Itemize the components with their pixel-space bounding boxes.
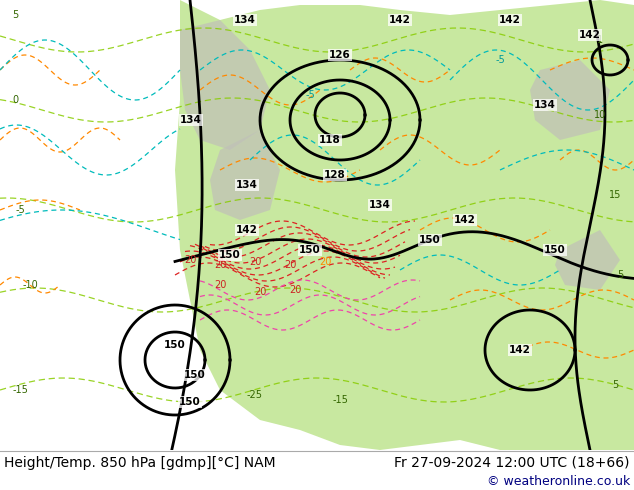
Text: 150: 150 bbox=[184, 370, 206, 380]
Text: 1: 1 bbox=[597, 35, 603, 45]
Text: 15: 15 bbox=[609, 190, 621, 200]
Text: 118: 118 bbox=[319, 135, 341, 145]
Text: -5: -5 bbox=[305, 90, 315, 100]
Text: 5: 5 bbox=[12, 10, 18, 20]
Text: 134: 134 bbox=[534, 100, 556, 110]
Text: 20: 20 bbox=[284, 260, 296, 270]
Polygon shape bbox=[210, 130, 280, 220]
Text: 20: 20 bbox=[289, 285, 301, 295]
Text: 150: 150 bbox=[299, 245, 321, 255]
Text: -25: -25 bbox=[247, 390, 263, 400]
Text: 134: 134 bbox=[369, 200, 391, 210]
Text: © weatheronline.co.uk: © weatheronline.co.uk bbox=[487, 475, 630, 488]
Text: -15: -15 bbox=[12, 385, 28, 395]
Text: 128: 128 bbox=[324, 170, 346, 180]
Text: 134: 134 bbox=[236, 180, 258, 190]
Text: 142: 142 bbox=[236, 225, 258, 235]
Text: 150: 150 bbox=[219, 250, 241, 260]
Text: 20: 20 bbox=[249, 257, 261, 267]
Text: -5: -5 bbox=[495, 55, 505, 65]
Text: Fr 27-09-2024 12:00 UTC (18+66): Fr 27-09-2024 12:00 UTC (18+66) bbox=[394, 456, 630, 470]
Text: 150: 150 bbox=[164, 340, 186, 350]
Text: -5: -5 bbox=[15, 205, 25, 215]
Text: 142: 142 bbox=[454, 215, 476, 225]
Text: 150: 150 bbox=[419, 235, 441, 245]
Text: 134: 134 bbox=[180, 115, 202, 125]
Text: 142: 142 bbox=[509, 345, 531, 355]
Text: 142: 142 bbox=[579, 30, 601, 40]
Text: 0: 0 bbox=[12, 95, 18, 105]
Text: Height/Temp. 850 hPa [gdmp][°C] NAM: Height/Temp. 850 hPa [gdmp][°C] NAM bbox=[4, 456, 276, 470]
Text: 5: 5 bbox=[612, 380, 618, 390]
Text: -10: -10 bbox=[22, 280, 38, 290]
Text: 20: 20 bbox=[254, 287, 266, 297]
Text: 126: 126 bbox=[329, 50, 351, 60]
Text: 150: 150 bbox=[544, 245, 566, 255]
Text: 142: 142 bbox=[499, 15, 521, 25]
Text: 5: 5 bbox=[617, 270, 623, 280]
Text: -15: -15 bbox=[332, 395, 348, 405]
Polygon shape bbox=[175, 0, 634, 450]
Text: 20: 20 bbox=[319, 257, 331, 267]
Text: 10: 10 bbox=[594, 110, 606, 120]
Text: 20: 20 bbox=[214, 260, 226, 270]
Polygon shape bbox=[555, 230, 620, 290]
Text: 134: 134 bbox=[234, 15, 256, 25]
Text: 20: 20 bbox=[214, 280, 226, 290]
Text: 150: 150 bbox=[179, 397, 201, 407]
Text: 142: 142 bbox=[389, 15, 411, 25]
Text: 20: 20 bbox=[184, 255, 196, 265]
Polygon shape bbox=[530, 60, 610, 140]
Polygon shape bbox=[180, 20, 270, 150]
